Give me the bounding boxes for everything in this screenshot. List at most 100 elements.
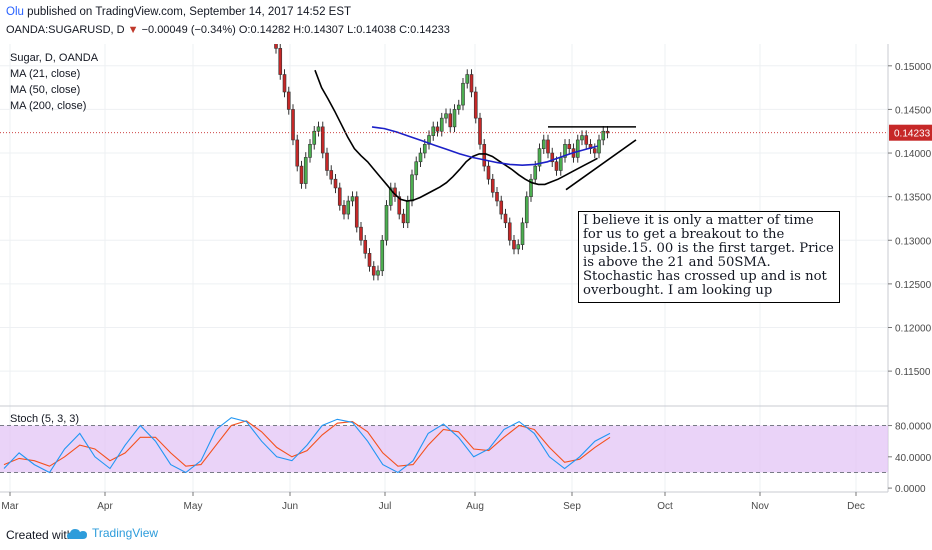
- candle-body: [495, 191, 499, 202]
- support-trendline[interactable]: [565, 139, 637, 191]
- candle-body: [278, 48, 283, 75]
- candle-body: [461, 82, 465, 106]
- candle-body: [541, 139, 546, 149]
- candle-body: [376, 270, 380, 276]
- brand-name: TradingView: [92, 526, 159, 540]
- price-tick-label: 0.15000: [895, 62, 932, 73]
- time-tick-label: May: [184, 501, 203, 512]
- candle-body: [550, 152, 555, 163]
- time-tick-label: Sep: [563, 501, 581, 512]
- footer: Created with TradingView: [0, 518, 932, 550]
- candle-body: [333, 178, 338, 189]
- time-tick-label: Jun: [282, 501, 298, 512]
- candle-body: [601, 130, 606, 141]
- candle-body: [414, 161, 419, 176]
- candle-body: [405, 200, 410, 224]
- published-info: published on TradingView.com, September …: [27, 6, 352, 18]
- price-tick-label: 0.11500: [895, 367, 931, 378]
- candle-body: [512, 239, 516, 250]
- candle-body: [350, 196, 355, 202]
- candle-body: [422, 144, 427, 154]
- candle-body: [418, 152, 423, 163]
- candle-body: [444, 113, 448, 119]
- candle-body: [478, 117, 482, 145]
- last-price-label: 0.14233: [894, 129, 931, 140]
- time-tick-label: Jul: [379, 501, 392, 512]
- candle-body: [546, 139, 550, 154]
- candle-body: [291, 109, 295, 141]
- candle-body: [499, 200, 504, 215]
- candle-body: [354, 196, 359, 228]
- time-axis[interactable]: Mar Apr May Jun Jul Aug Sep Oct Nov Dec: [0, 491, 888, 512]
- legend-item: MA (200, close): [10, 100, 86, 112]
- candle-body: [286, 91, 291, 110]
- candle-body: [558, 157, 563, 171]
- ma50-line: [371, 126, 598, 167]
- candle-body: [516, 244, 521, 250]
- candle-body: [554, 161, 559, 171]
- price-change: −0.00049 (−0.34%): [141, 24, 236, 36]
- author-link[interactable]: Olu: [6, 6, 24, 18]
- candle-body: [465, 74, 470, 84]
- candle-body: [410, 174, 414, 202]
- chart-header: Olu published on TradingView.com, Septem…: [0, 0, 932, 44]
- candle-body: [435, 126, 440, 132]
- grid-lines: [0, 44, 888, 492]
- candle-body: [427, 135, 431, 145]
- symbol-line: OANDA:SUGARUSD, D ▼ −0.00049 (−0.34%) O:…: [6, 24, 450, 36]
- chart-legend: Sugar, D, OANDA MA (21, close) MA (50, clo…: [10, 52, 99, 112]
- ma21-line: [314, 69, 598, 202]
- candle-body: [524, 196, 529, 224]
- candle-body: [380, 239, 385, 272]
- created-with-label: Created with: [6, 528, 74, 542]
- candle-body: [563, 144, 567, 158]
- candle-body: [431, 126, 436, 136]
- analysis-note[interactable]: I believe it is only a matter of time fo…: [578, 211, 840, 303]
- candle-body: [316, 126, 321, 132]
- candle-body: [299, 165, 304, 184]
- symbol-label: OANDA:SUGARUSD, D: [6, 24, 125, 36]
- price-tick-label: 0.13500: [895, 193, 932, 204]
- price-tick-label: 0.13000: [895, 236, 932, 247]
- stoch-label: Stoch (5, 3, 3): [10, 413, 79, 425]
- stoch-k-line: [3, 417, 611, 474]
- candle-body: [295, 139, 300, 167]
- candle-body: [452, 109, 457, 128]
- stochastic-pane[interactable]: Stoch (5, 3, 3) 80.0000 40.0000 0.0000: [0, 405, 932, 495]
- stoch-band-fill: [0, 425, 888, 473]
- candle-body: [507, 222, 512, 241]
- legend-item: MA (50, close): [10, 84, 80, 96]
- stoch-tick-label: 80.0000: [895, 422, 932, 433]
- candle-body: [397, 196, 402, 215]
- price-tick-label: 0.14000: [895, 149, 932, 160]
- candle-body: [605, 130, 610, 134]
- candle-body: [533, 165, 538, 180]
- candle-body: [320, 126, 325, 154]
- candle-body: [592, 148, 597, 154]
- candle-body: [303, 157, 308, 184]
- candle-body: [503, 213, 508, 224]
- candle-body: [401, 213, 406, 224]
- time-tick-label: Nov: [751, 501, 769, 512]
- candle-body: [274, 44, 278, 49]
- ohlc-values: O:0.14282 H:0.14307 L:0.14038 C:0.14233: [238, 24, 450, 36]
- candle-body: [337, 187, 342, 206]
- candle-body: [537, 148, 542, 167]
- candle-body: [486, 165, 491, 180]
- last-price-badge: [889, 124, 932, 141]
- candle-body: [456, 104, 461, 110]
- candle-body: [282, 74, 287, 93]
- price-tick-label: 0.12500: [895, 280, 932, 291]
- candle-body: [359, 226, 363, 241]
- tradingview-logo-link[interactable]: TradingView: [66, 526, 158, 541]
- candle-body: [325, 152, 329, 171]
- candle-body: [469, 74, 474, 93]
- candle-body: [575, 139, 580, 158]
- legend-item: MA (21, close): [10, 68, 80, 80]
- time-tick-label: Dec: [847, 501, 865, 512]
- candle-body: [346, 200, 351, 215]
- price-axis[interactable]: 0.15000 0.14500 0.14000 0.13500 0.13000 0.125…: [887, 44, 932, 492]
- candle-body: [388, 187, 393, 206]
- time-tick-label: Mar: [1, 501, 19, 512]
- legend-item: Sugar, D, OANDA: [10, 52, 99, 64]
